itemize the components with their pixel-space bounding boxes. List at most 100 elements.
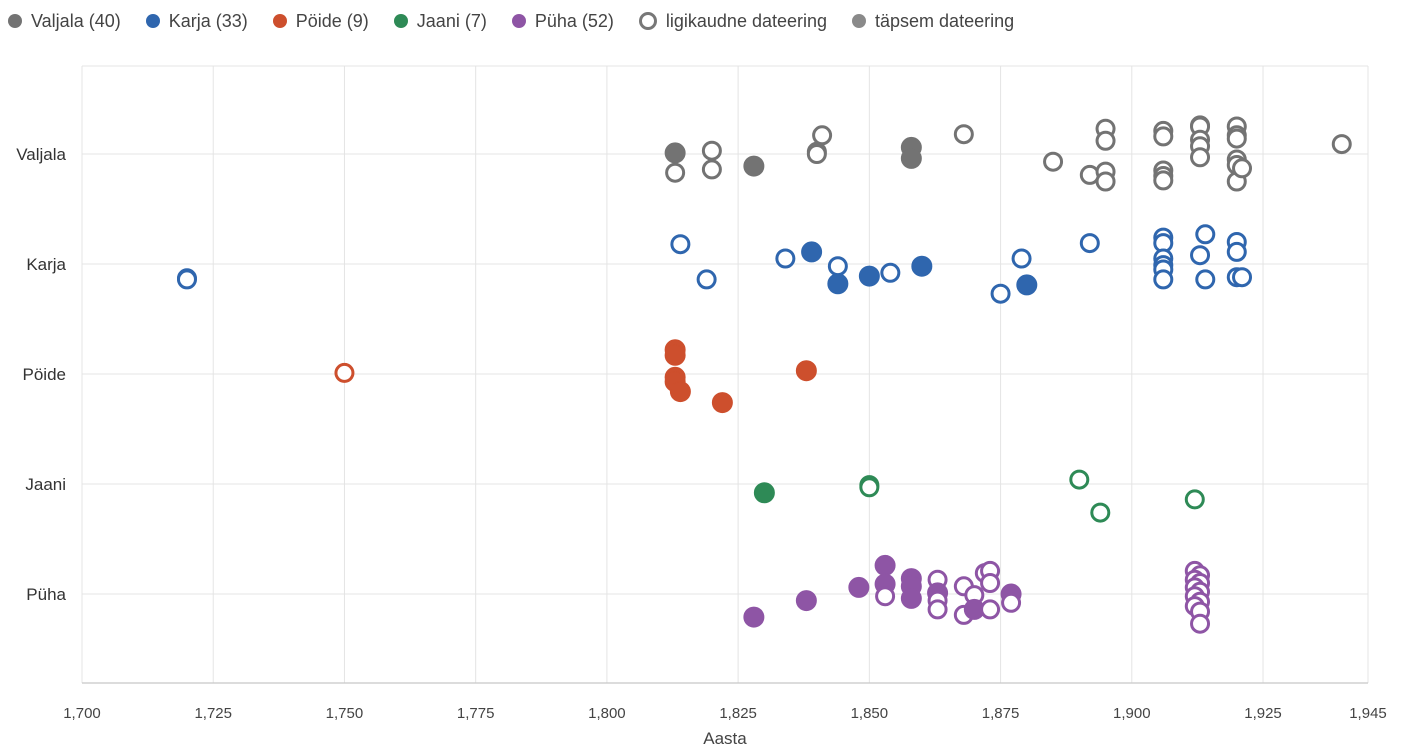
- point-karja-approximate: [827, 256, 848, 277]
- point-valjala-approximate: [1153, 170, 1174, 191]
- y-category-label: Püha: [26, 585, 66, 604]
- chart-legend: Valjala (40) Karja (33) Pöide (9) Jaani …: [8, 8, 1039, 34]
- legend-swatch-jaani: [393, 14, 408, 28]
- point-karja-approximate: [176, 269, 197, 290]
- point-karja-approximate: [1190, 245, 1211, 266]
- point-valjala-approximate: [1043, 151, 1064, 172]
- y-category-label: Pöide: [23, 365, 66, 384]
- point-karja-approximate: [696, 269, 717, 290]
- point-karja-approximate: [1153, 269, 1174, 290]
- point-valjala-precise: [664, 142, 686, 164]
- point-valjala-approximate: [1232, 158, 1253, 179]
- point-valjala-approximate: [1095, 130, 1116, 151]
- y-category-label: Jaani: [25, 475, 66, 494]
- legend-item-poide[interactable]: Pöide (9): [272, 10, 369, 32]
- point-puha-approximate: [980, 599, 1001, 620]
- x-axis-title: Aasta: [703, 729, 747, 748]
- point-poide-precise: [664, 344, 686, 366]
- x-tick-label: 1,875: [982, 705, 1020, 722]
- x-tick-label: 1,925: [1244, 705, 1282, 722]
- point-karja-approximate: [1226, 241, 1247, 262]
- legend-swatch-poide: [272, 14, 287, 28]
- point-karja-approximate: [880, 262, 901, 283]
- legend-item-puha[interactable]: Püha (52): [511, 10, 614, 32]
- point-jaani-approximate: [1184, 489, 1205, 510]
- point-karja-approximate: [1079, 233, 1100, 254]
- point-karja-precise: [858, 265, 880, 287]
- legend-item-approximate[interactable]: ligikaudne dateering: [638, 10, 828, 32]
- point-puha-precise: [848, 576, 870, 598]
- point-valjala-approximate: [812, 125, 833, 146]
- point-karja-approximate: [1011, 248, 1032, 269]
- legend-label-valjala: Valjala (40): [31, 10, 121, 31]
- point-karja-precise: [1016, 274, 1038, 296]
- x-tick-label: 1,700: [63, 705, 101, 722]
- point-karja-approximate: [990, 283, 1011, 304]
- grid: [81, 65, 1369, 683]
- point-poide-precise: [795, 360, 817, 382]
- point-valjala-precise: [900, 147, 922, 169]
- point-karja-approximate: [1232, 267, 1253, 288]
- point-puha-precise: [874, 554, 896, 576]
- point-valjala-approximate: [953, 124, 974, 145]
- point-jaani-approximate: [859, 477, 880, 498]
- legend-item-valjala[interactable]: Valjala (40): [8, 11, 121, 32]
- x-tick-label: 1,900: [1113, 705, 1151, 722]
- point-puha-precise: [743, 606, 765, 628]
- legend-label-jaani: Jaani (7): [416, 10, 487, 31]
- legend-swatch-open-circle: [638, 12, 657, 30]
- x-tick-label: 1,750: [326, 705, 364, 722]
- point-valjala-approximate: [1226, 128, 1247, 149]
- x-tick-label: 1,850: [851, 705, 889, 722]
- point-jaani-approximate: [1069, 469, 1090, 490]
- point-poide-precise: [711, 392, 733, 414]
- point-puha-approximate: [1190, 613, 1211, 634]
- legend-swatch-puha: [511, 14, 526, 28]
- point-karja-approximate: [1195, 224, 1216, 245]
- y-category-label: Karja: [26, 255, 66, 274]
- point-puha-approximate: [1001, 592, 1022, 613]
- point-karja-approximate: [1195, 269, 1216, 290]
- point-valjala-approximate: [665, 162, 686, 183]
- x-tick-label: 1,775: [457, 705, 495, 722]
- legend-item-jaani[interactable]: Jaani (7): [393, 10, 487, 32]
- point-puha-approximate: [980, 573, 1001, 593]
- legend-item-karja[interactable]: Karja (33): [145, 10, 248, 32]
- x-tick-label: 1,945: [1349, 705, 1387, 722]
- point-jaani-precise: [753, 482, 775, 504]
- legend-swatch-filled-circle: [852, 14, 867, 28]
- point-poide-precise: [669, 381, 691, 403]
- y-category-label: Valjala: [16, 145, 66, 164]
- x-tick-label: 1,825: [719, 705, 757, 722]
- point-poide-approximate: [334, 362, 355, 383]
- point-valjala-approximate: [1153, 126, 1174, 147]
- legend-label-poide: Pöide (9): [295, 10, 369, 31]
- point-valjala-approximate: [701, 140, 722, 161]
- point-jaani-approximate: [1090, 502, 1111, 523]
- point-valjala-approximate: [1095, 171, 1116, 192]
- axes: 1,700 1,725 1,750 1,775 1,800 1,825 1,850 1,875…: [16, 145, 1387, 722]
- point-karja-precise: [911, 255, 933, 277]
- point-valjala-approximate: [1331, 134, 1352, 155]
- legend-swatch-karja: [145, 14, 160, 28]
- legend-item-precise[interactable]: täpsem dateering: [852, 11, 1014, 32]
- legend-swatch-valjala: [8, 14, 22, 28]
- point-puha-precise: [900, 587, 922, 609]
- legend-label-approximate: ligikaudne dateering: [665, 10, 828, 31]
- point-valjala-approximate: [806, 144, 827, 164]
- x-tick-label: 1,725: [194, 705, 232, 722]
- point-karja-approximate: [670, 234, 691, 255]
- point-puha-precise: [795, 590, 817, 612]
- x-tick-label: 1,800: [588, 705, 626, 722]
- point-karja-approximate: [775, 248, 796, 269]
- legend-label-precise: täpsem dateering: [875, 10, 1015, 31]
- point-valjala-approximate: [1190, 147, 1211, 168]
- legend-label-puha: Püha (52): [534, 10, 614, 31]
- point-karja-precise: [801, 241, 823, 263]
- legend-label-karja: Karja (33): [168, 10, 248, 31]
- point-karja-precise: [827, 273, 849, 295]
- point-valjala-approximate: [701, 159, 722, 180]
- point-valjala-precise: [743, 155, 765, 177]
- data-points: [176, 115, 1352, 634]
